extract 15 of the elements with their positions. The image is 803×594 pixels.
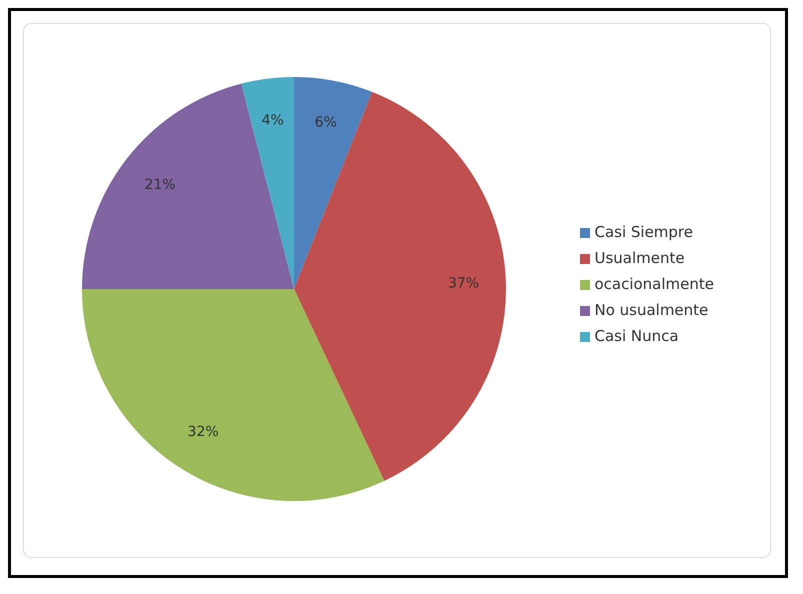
pie-slice <box>294 92 506 481</box>
legend-label: Casi Siempre <box>594 223 694 241</box>
legend-label: No usualmente <box>594 301 708 319</box>
data-label: 21% <box>144 177 176 194</box>
legend-label: Casi Nunca <box>594 327 679 345</box>
data-label: 4% <box>262 112 284 129</box>
data-label: 6% <box>314 114 337 130</box>
data-label: 32% <box>188 424 219 440</box>
pie-slice <box>294 77 372 289</box>
pie-slice <box>82 289 384 501</box>
pie-slice <box>241 77 294 289</box>
pie-slice <box>82 84 294 289</box>
data-label: 37% <box>448 276 480 292</box>
legend-label: Usualmente <box>594 249 685 267</box>
legend-label: ocacionalmente <box>594 275 714 293</box>
